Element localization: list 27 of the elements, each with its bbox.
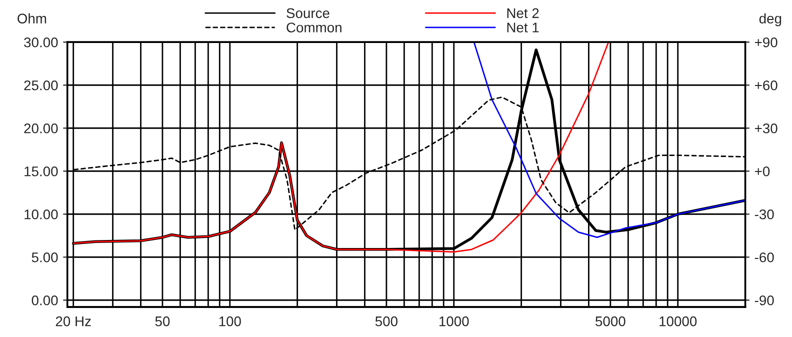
y2-tick-label: +30 (754, 123, 778, 134)
y2-axis-title: deg (759, 13, 782, 26)
x-tick-label: 50 (155, 316, 170, 326)
y-axis-title: Ohm (18, 13, 46, 24)
x-tick-label: 10000 (660, 316, 697, 326)
y2-tick-label: +90 (754, 37, 778, 48)
y-tick-label: 5.00 (32, 252, 58, 262)
x-tick-label: 5000 (596, 316, 626, 326)
y-tick-label: 25.00 (24, 80, 58, 90)
y2-tick-label: -60 (754, 252, 774, 262)
y2-tick-label: -30 (754, 209, 774, 220)
legend-label: Net 2 (507, 8, 539, 18)
y2-tick-label: -90 (754, 295, 774, 306)
y-tick-label: 30.00 (24, 37, 58, 48)
x-tick-label: 100 (219, 316, 241, 326)
legend-label: Net 1 (507, 22, 539, 32)
legend-label: Common (286, 22, 342, 32)
x-tick-label: 500 (375, 316, 398, 326)
x-tick-label: 1000 (439, 316, 469, 326)
y-tick-label: 20.00 (24, 123, 58, 134)
x-tick-label: 20 Hz (56, 316, 91, 326)
legend-label: Source (286, 8, 330, 18)
y-tick-label: 15.00 (24, 166, 58, 176)
y-tick-label: 10.00 (24, 209, 58, 220)
y2-tick-label: +60 (754, 80, 778, 90)
y-tick-label: 0.00 (32, 295, 58, 306)
y2-tick-label: +0 (754, 166, 770, 176)
